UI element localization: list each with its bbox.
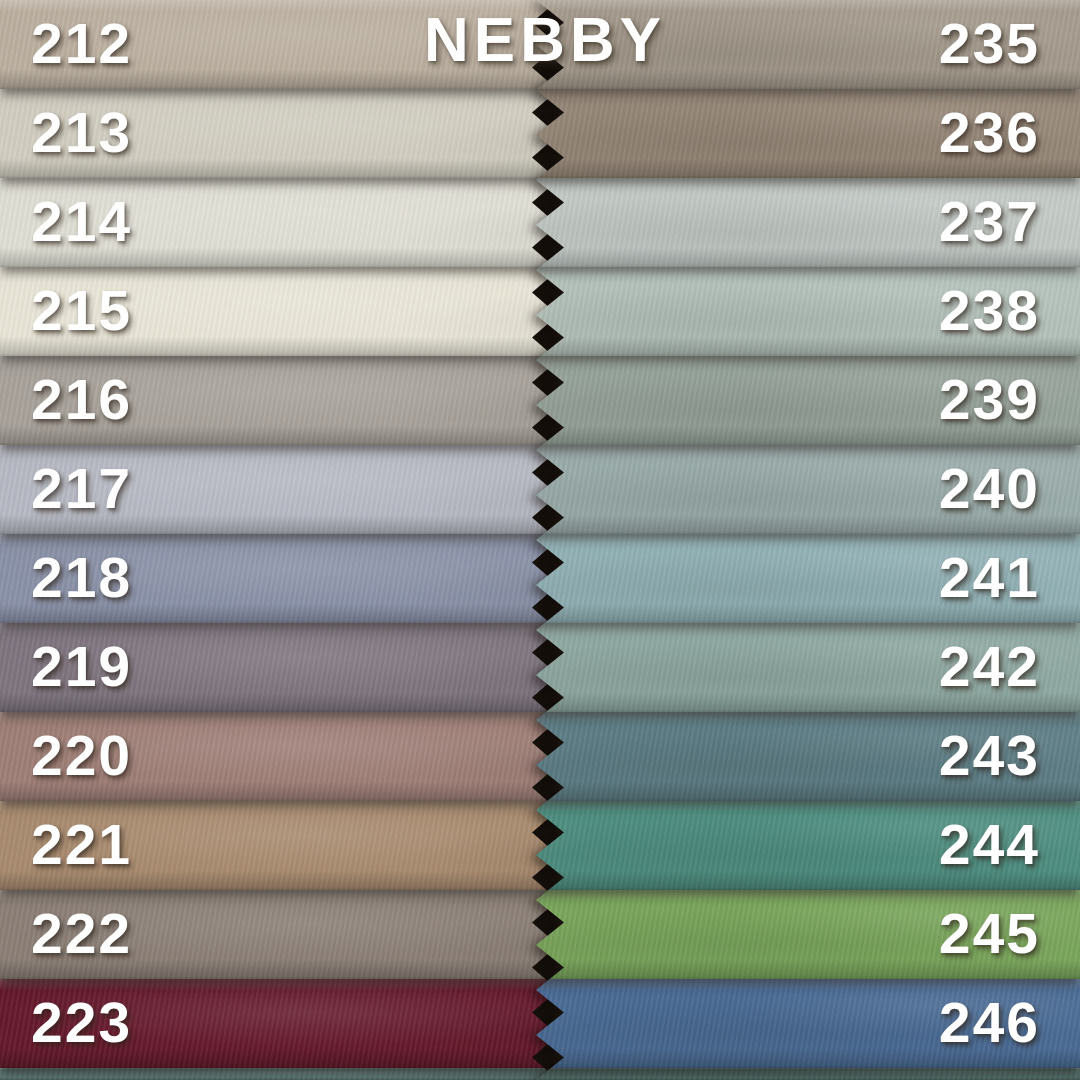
fabric-swatch-221: 221	[0, 801, 558, 890]
swatch-number-label: 244	[938, 813, 1040, 877]
bottom-sliver-swatch	[536, 1068, 1080, 1080]
fabric-swatch-239: 239	[536, 356, 1080, 445]
fabric-swatch-244: 244	[536, 801, 1080, 890]
swatch-number-label: 222	[31, 902, 133, 966]
swatch-number-label: 223	[31, 991, 133, 1055]
swatch-number-label: 221	[31, 813, 133, 877]
fabric-swatch-223: 223	[0, 979, 558, 1068]
swatch-number-label: 212	[31, 12, 133, 76]
fabric-swatch-220: 220	[0, 712, 558, 801]
swatch-number-label: 216	[31, 368, 133, 432]
swatch-number-label: 235	[938, 12, 1040, 76]
fabric-swatch-219: 219	[0, 623, 558, 712]
swatch-number-label: 219	[31, 635, 133, 699]
swatch-number-label: 243	[938, 724, 1040, 788]
fabric-swatch-213: 213	[0, 89, 558, 178]
swatch-number-label: 214	[31, 190, 133, 254]
fabric-swatch-237: 237	[536, 178, 1080, 267]
collection-title: NEBBY	[423, 6, 667, 75]
fabric-swatch-218: 218	[0, 534, 558, 623]
swatch-number-label: 245	[938, 902, 1040, 966]
fabric-swatch-212: 212	[0, 0, 558, 89]
swatch-number-label: 220	[31, 724, 133, 788]
swatch-number-label: 239	[938, 368, 1040, 432]
fabric-swatch-214: 214	[0, 178, 558, 267]
swatch-number-label: 238	[938, 279, 1040, 343]
swatch-number-label: 215	[31, 279, 133, 343]
swatch-number-label: 240	[938, 457, 1040, 521]
swatch-number-label: 241	[938, 546, 1040, 610]
swatch-number-label: 236	[938, 101, 1040, 165]
swatch-number-label: 213	[31, 101, 133, 165]
swatch-number-label: 237	[938, 190, 1040, 254]
swatch-number-label: 246	[938, 991, 1040, 1055]
fabric-swatch-238: 238	[536, 267, 1080, 356]
fabric-swatch-243: 243	[536, 712, 1080, 801]
fabric-swatch-222: 222	[0, 890, 558, 979]
swatch-number-label: 218	[31, 546, 133, 610]
swatch-number-label: 217	[31, 457, 133, 521]
fabric-swatch-215: 215	[0, 267, 558, 356]
fabric-swatch-245: 245	[536, 890, 1080, 979]
fabric-swatch-242: 242	[536, 623, 1080, 712]
fabric-swatch-241: 241	[536, 534, 1080, 623]
fabric-swatch-235: 235	[536, 0, 1080, 89]
bottom-sliver-swatch	[0, 1068, 558, 1080]
fabric-swatch-217: 217	[0, 445, 558, 534]
swatch-number-label: 242	[938, 635, 1040, 699]
fabric-swatch-240: 240	[536, 445, 1080, 534]
fabric-swatch-216: 216	[0, 356, 558, 445]
fabric-swatch-246: 246	[536, 979, 1080, 1068]
fabric-swatch-236: 236	[536, 89, 1080, 178]
